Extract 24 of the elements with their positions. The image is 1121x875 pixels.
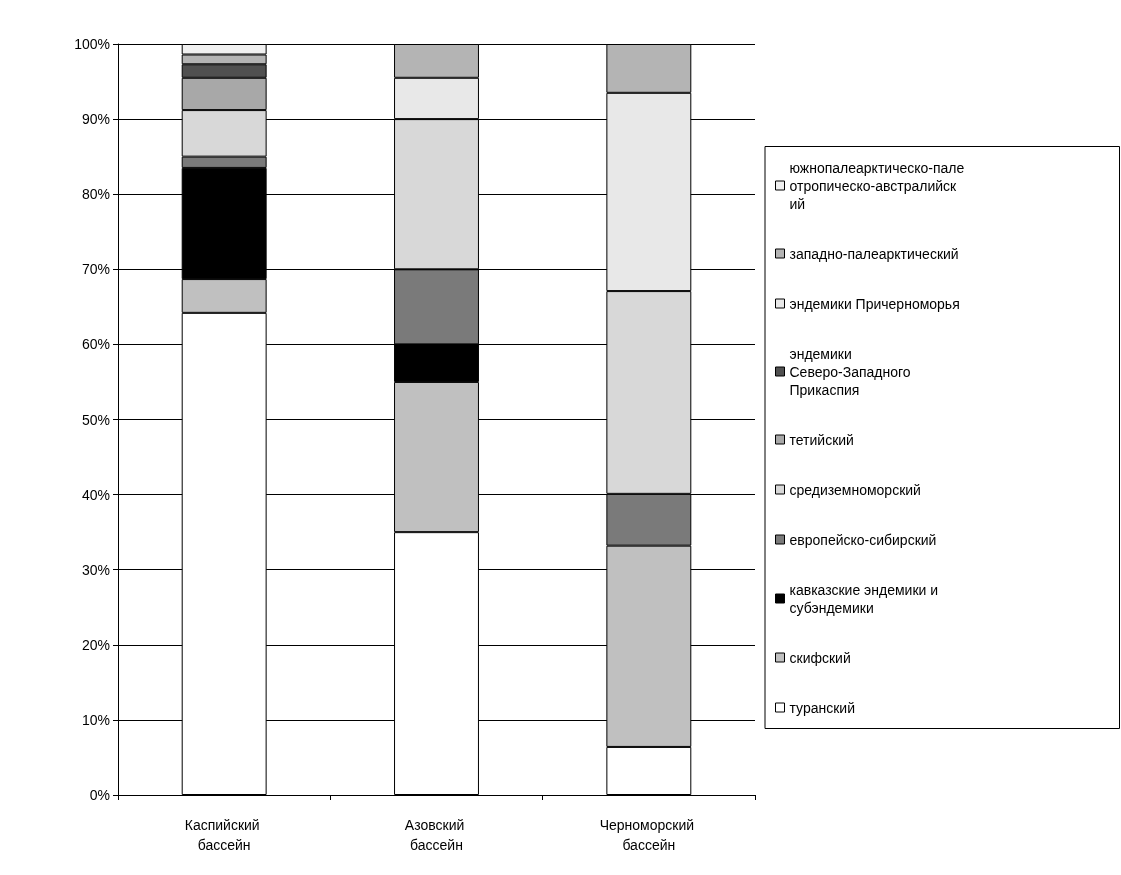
legend-label: средиземноморский	[789, 481, 921, 498]
legend-label: эндемики Причерноморья	[789, 295, 960, 312]
x-tick-label: Азовский бассейн	[404, 817, 469, 853]
y-tick-label: 50%	[81, 411, 110, 428]
y-tick-label: 40%	[81, 486, 110, 503]
y-tick-label: 80%	[81, 186, 110, 203]
legend-label: западно-палеарктический	[789, 245, 959, 262]
legend-label: кавказские эндемики и субэндемики	[789, 581, 942, 616]
x-tick-label: Каспийский бассейн	[184, 817, 264, 853]
legend-label: южнопалеарктическо-палеотропическо-австралийский	[789, 159, 965, 212]
y-tick-label: 60%	[81, 336, 110, 353]
y-tick-label: 90%	[81, 111, 110, 128]
y-tick-label: 10%	[81, 711, 110, 728]
legend-label: скифский	[789, 649, 851, 666]
legend-label: эндемики Северо-Западного Прикаспия	[789, 345, 915, 398]
y-tick-label: 70%	[81, 261, 110, 278]
y-tick-label: 20%	[81, 636, 110, 653]
y-tick-label: 100%	[74, 36, 110, 52]
legend-label: туранский	[789, 699, 855, 716]
legend-label: европейско-сибирский	[789, 531, 937, 548]
y-tick-label: 0%	[89, 787, 110, 803]
x-tick-label: Черноморский бассейн	[599, 817, 698, 853]
y-tick-label: 30%	[81, 561, 110, 578]
legend-label: тетийский	[789, 431, 854, 448]
